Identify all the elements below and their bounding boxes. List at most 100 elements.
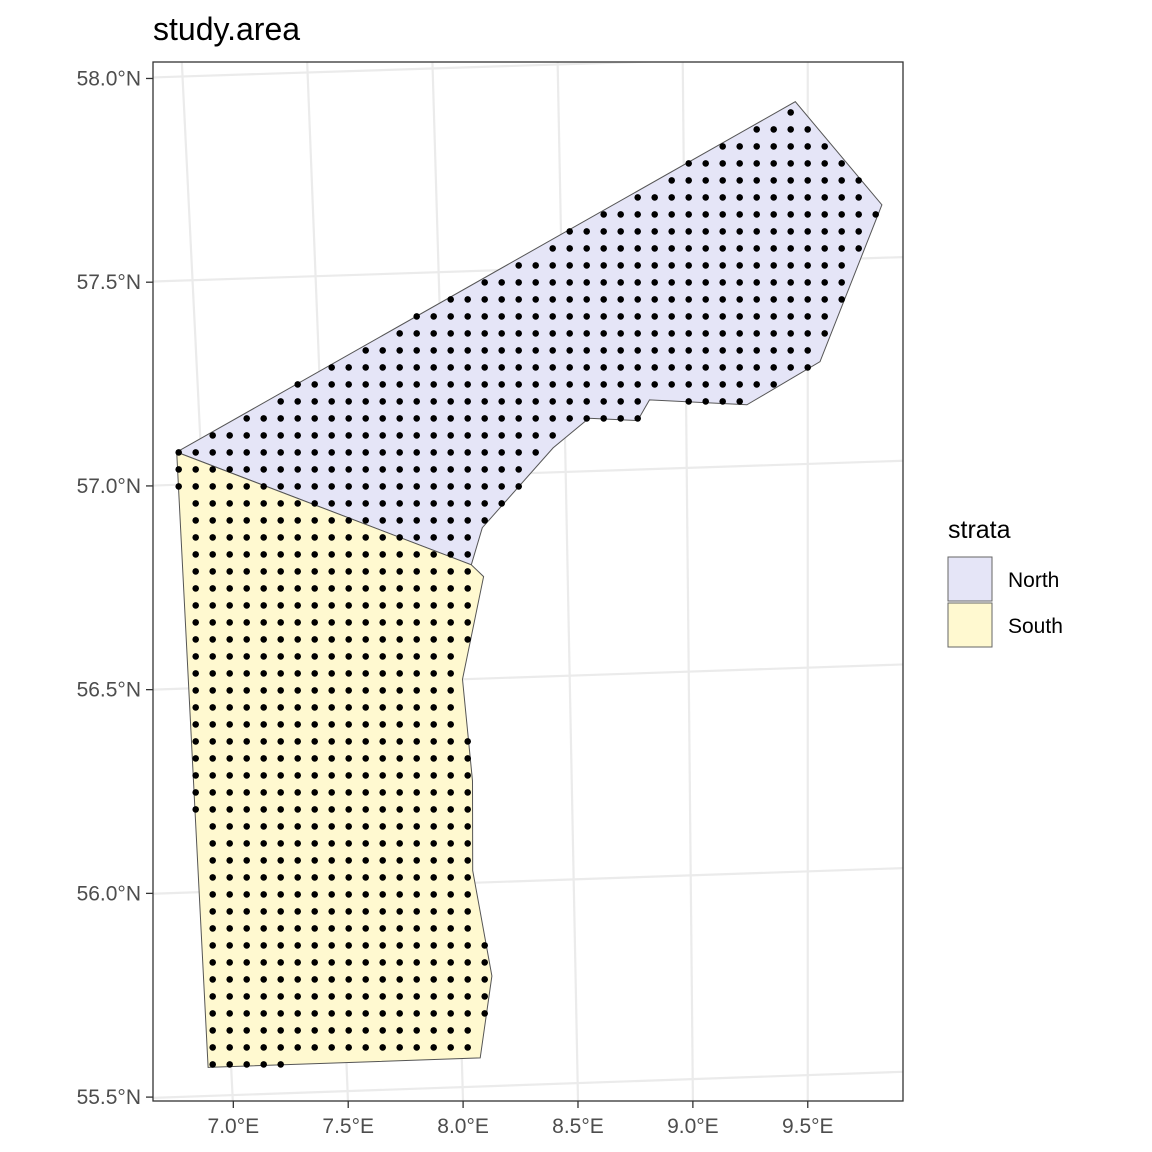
sample-point	[396, 1044, 404, 1051]
sample-point	[328, 772, 336, 779]
sample-point	[498, 432, 506, 439]
sample-point	[702, 262, 709, 269]
sample-point	[277, 755, 285, 762]
sample-point	[243, 432, 250, 439]
sample-point	[294, 823, 302, 830]
sample-point	[226, 942, 233, 949]
sample-point	[379, 687, 387, 694]
sample-point	[277, 959, 285, 966]
sample-point	[209, 976, 216, 983]
sample-point	[328, 585, 336, 592]
sample-point	[430, 466, 438, 473]
sample-point	[413, 364, 421, 371]
sample-point	[260, 670, 268, 677]
sample-point	[209, 874, 216, 881]
sample-point	[481, 517, 489, 524]
sample-point	[787, 296, 794, 303]
sample-point	[685, 381, 692, 388]
sample-point	[277, 857, 285, 864]
sample-point	[260, 959, 268, 966]
sample-point	[328, 534, 336, 541]
sample-point	[311, 840, 319, 847]
sample-point	[413, 585, 421, 592]
sample-point	[328, 1027, 336, 1034]
sample-point	[362, 398, 370, 405]
sample-point	[243, 704, 250, 711]
sample-point	[226, 568, 233, 575]
sample-point	[464, 908, 472, 915]
sample-point	[753, 313, 760, 320]
sample-point	[787, 211, 794, 218]
sample-point	[277, 874, 285, 881]
sample-point	[294, 789, 302, 796]
sample-point	[260, 585, 268, 592]
sample-point	[447, 534, 455, 541]
sample-point	[226, 619, 233, 626]
sample-point	[243, 585, 250, 592]
sample-point	[192, 449, 199, 456]
sample-point	[804, 330, 811, 337]
sample-point	[209, 687, 216, 694]
sample-point	[260, 840, 268, 847]
sample-point	[311, 772, 319, 779]
sample-point	[277, 585, 285, 592]
sample-point	[260, 1044, 268, 1051]
sample-point	[753, 381, 760, 388]
sample-point	[447, 738, 455, 745]
sample-point	[600, 279, 607, 286]
sample-point	[651, 262, 658, 269]
sample-point	[362, 347, 370, 354]
sample-point	[345, 1044, 353, 1051]
sample-point	[447, 942, 455, 949]
sample-point	[277, 823, 285, 830]
sample-point	[787, 262, 794, 269]
sample-point	[413, 568, 421, 575]
sample-point	[243, 517, 250, 524]
sample-point	[379, 789, 387, 796]
sample-point	[396, 1027, 404, 1034]
sample-point	[294, 670, 302, 677]
sample-point	[294, 891, 302, 898]
sample-point	[345, 568, 353, 575]
sample-point	[362, 891, 370, 898]
sample-point	[804, 177, 811, 184]
sample-point	[294, 874, 302, 881]
sample-point	[362, 500, 370, 507]
sample-point	[549, 279, 556, 286]
sample-point	[345, 500, 353, 507]
sample-point	[192, 483, 199, 490]
sample-point	[192, 517, 199, 524]
sample-point	[260, 908, 268, 915]
sample-point	[243, 1044, 250, 1051]
sample-point	[243, 500, 250, 507]
sample-point	[685, 364, 692, 371]
sample-point	[209, 585, 216, 592]
sample-point	[243, 772, 250, 779]
sample-point	[328, 891, 336, 898]
sample-point	[226, 1044, 233, 1051]
sample-point	[634, 415, 641, 422]
sample-point	[464, 806, 472, 813]
sample-point	[209, 1010, 216, 1017]
sample-point	[515, 483, 522, 490]
sample-point	[345, 432, 353, 439]
sample-point	[600, 364, 607, 371]
sample-point	[328, 415, 336, 422]
sample-point	[838, 228, 845, 235]
sample-point	[362, 636, 370, 643]
sample-point	[464, 993, 472, 1000]
sample-point	[192, 721, 199, 728]
sample-point	[345, 449, 353, 456]
sample-point	[430, 806, 438, 813]
sample-point	[362, 1027, 370, 1034]
sample-point	[192, 585, 199, 592]
sample-point	[617, 398, 624, 405]
sample-point	[260, 449, 268, 456]
sample-point	[277, 942, 285, 949]
sample-point	[770, 143, 777, 150]
sample-point	[396, 432, 404, 439]
sample-point	[396, 466, 404, 473]
sample-point	[311, 432, 319, 439]
sample-point	[532, 330, 539, 337]
